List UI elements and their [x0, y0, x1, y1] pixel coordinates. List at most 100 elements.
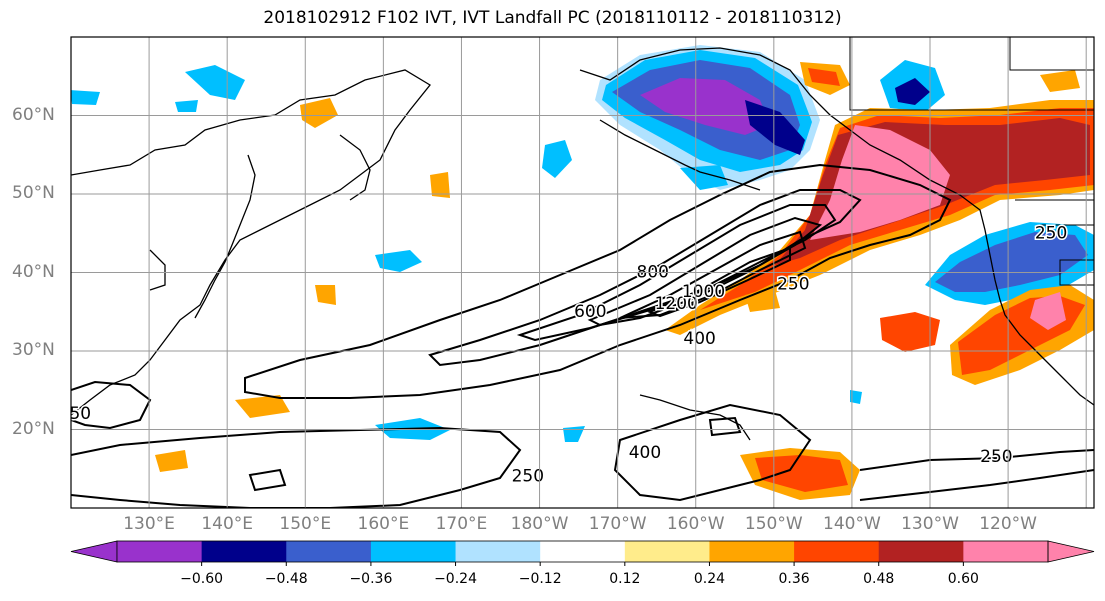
coastline-alaska: [579, 47, 1094, 406]
ivt-contour-east-south: [859, 469, 1094, 501]
positive-anomaly-offshore: [880, 312, 940, 352]
colorbar-tick-label: 0.36: [778, 571, 810, 587]
ivt-contour-west-250: [71, 380, 152, 430]
colorbar-tick-label: −0.12: [518, 571, 562, 587]
positive-anomaly-small: [430, 172, 450, 198]
ivt-contour-small2: [708, 416, 742, 437]
positive-anomaly-small: [300, 98, 338, 128]
longitude-label: 140°E: [201, 514, 254, 534]
coastline-japan: [194, 154, 256, 319]
contour-label: 400: [629, 443, 661, 463]
positive-anomaly-ar-core: [810, 125, 950, 240]
colorbar-segment: [201, 541, 287, 562]
negative-anomaly-small: [542, 140, 572, 178]
contour-label: 250: [59, 404, 91, 424]
contour-label: 600: [574, 302, 606, 322]
coastline-asia: [71, 69, 431, 416]
latitude-label: 20°N: [12, 418, 55, 439]
ivt-contour-400: [428, 189, 862, 367]
contour-label: 1200: [655, 294, 698, 314]
negative-anomaly-small: [375, 250, 422, 272]
ivt-contour-far-south: [859, 449, 1094, 471]
colorbar-segment: [540, 541, 626, 562]
contour-label: 1000: [682, 282, 725, 302]
ivt-contour-1000: [619, 230, 807, 319]
colorbar-tick-label: 0.60: [947, 571, 979, 587]
colorbar-tick-label: −0.36: [349, 571, 393, 587]
longitude-label: 150°E: [279, 514, 332, 534]
positive-anomaly-gulf-inner: [808, 68, 840, 86]
negative-anomaly-alaska-dark: [745, 100, 805, 155]
negative-anomaly-canada-inner: [895, 78, 930, 105]
colorbar-segment: [117, 541, 203, 562]
colorbar-segment: [286, 541, 372, 562]
longitude-label: 120°W: [979, 514, 1037, 534]
colorbar-segment: [794, 541, 880, 562]
ivt-contour-600: [516, 204, 837, 342]
contour-label: 400: [683, 329, 715, 349]
borders: [849, 37, 1094, 286]
contour-label: 250: [980, 447, 1012, 467]
ivt-contour-1200: [647, 246, 791, 318]
negative-anomaly-small: [850, 390, 862, 404]
colorbar-outline: [116, 540, 1049, 563]
latitude-label: 40°N: [12, 261, 55, 282]
contour-label: 250: [777, 274, 809, 294]
latitude-label: 60°N: [12, 104, 55, 125]
negative-anomaly-alaska-core: [640, 78, 770, 135]
negative-anomaly-small: [185, 65, 245, 100]
contour-label: 250: [1035, 223, 1067, 243]
colorbar-segment: [963, 541, 1049, 562]
colorbar-tick-label: −0.60: [180, 571, 224, 587]
negative-anomaly-small: [563, 426, 585, 442]
coastline-korea: [149, 249, 166, 291]
longitude-label: 160°W: [666, 514, 725, 534]
longitude-label: 130°E: [123, 514, 175, 534]
positive-anomaly-hawaii-inner: [755, 455, 848, 492]
positive-anomaly-small: [155, 450, 188, 472]
positive-anomaly-small: [235, 395, 290, 418]
longitude-label: 170°E: [435, 514, 488, 534]
colorbar-tick-label: 0.12: [609, 571, 641, 587]
latitude-label: 50°N: [12, 183, 55, 203]
longitude-label: 140°W: [823, 514, 881, 534]
positive-anomaly-california-core: [1030, 292, 1066, 330]
colorbar-segment: [370, 541, 457, 562]
longitude-label: 170°W: [588, 514, 647, 534]
colorbar-extend-high: [1047, 540, 1095, 563]
longitude-label: 150°W: [744, 514, 803, 534]
ivt-contour-east-250: [613, 403, 812, 502]
ivt-contour-800: [587, 216, 823, 327]
negative-anomaly-westcoast-inner: [935, 232, 1088, 292]
ivt-contour-south-250: [71, 426, 522, 508]
colorbar-tick-label: −0.24: [434, 571, 477, 587]
coastline-kamchatka: [339, 134, 371, 201]
negative-anomaly-small: [71, 90, 100, 105]
colorbar-tick-label: 0.24: [693, 571, 726, 587]
map-frame: [70, 36, 1095, 509]
longitude-label: 160°E: [357, 514, 410, 534]
coastline-aleutians: [599, 119, 761, 191]
longitude-label: 130°W: [901, 514, 959, 534]
ivt-contour-small: [248, 468, 287, 492]
colorbar-segment: [455, 541, 541, 562]
coastlines: [71, 47, 1094, 441]
positive-anomaly-small: [1040, 70, 1080, 92]
negative-anomaly-small: [175, 100, 198, 112]
gridlines: [71, 37, 1094, 508]
contour-label: 250: [512, 467, 544, 487]
colorbar-segment: [624, 541, 710, 562]
colorbar-tick-label: −0.48: [264, 571, 308, 587]
colorbar-segment: [878, 541, 964, 562]
colorbar-extend-low: [70, 540, 118, 563]
positive-anomaly-small: [315, 285, 336, 305]
colorbar: [70, 540, 1095, 566]
colorbar-tick-label: 0.48: [863, 571, 895, 587]
colorbar-segment: [709, 541, 795, 562]
latitude-label: 30°N: [12, 340, 55, 360]
map-title: 2018102912 F102 IVT, IVT Landfall PC (20…: [263, 8, 842, 28]
negative-anomaly-small: [680, 165, 728, 190]
